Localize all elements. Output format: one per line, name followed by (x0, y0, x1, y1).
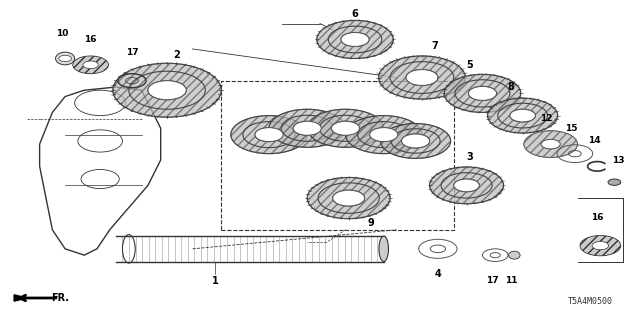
Circle shape (381, 124, 451, 158)
Circle shape (317, 20, 394, 59)
Text: 15: 15 (566, 124, 578, 133)
Circle shape (332, 121, 360, 135)
Circle shape (113, 63, 221, 117)
Circle shape (401, 134, 429, 148)
Text: T5A4M0500: T5A4M0500 (568, 297, 613, 306)
Ellipse shape (56, 52, 75, 65)
Circle shape (406, 69, 438, 85)
Circle shape (341, 32, 369, 46)
Text: 10: 10 (56, 28, 68, 38)
Circle shape (73, 56, 108, 74)
Circle shape (429, 167, 504, 204)
Circle shape (83, 61, 99, 69)
Circle shape (333, 190, 365, 206)
Ellipse shape (379, 236, 388, 261)
Text: 16: 16 (591, 212, 604, 222)
Circle shape (454, 179, 479, 192)
Text: 9: 9 (367, 219, 374, 228)
Circle shape (580, 236, 621, 256)
Circle shape (148, 81, 186, 100)
Circle shape (307, 109, 384, 147)
Circle shape (468, 86, 497, 100)
Circle shape (510, 109, 536, 122)
Circle shape (346, 116, 422, 154)
Text: 7: 7 (431, 41, 438, 51)
Circle shape (488, 98, 557, 133)
Circle shape (59, 55, 72, 62)
Circle shape (444, 74, 521, 112)
Circle shape (255, 128, 283, 142)
Circle shape (293, 121, 321, 135)
Text: 8: 8 (508, 82, 515, 92)
Circle shape (307, 178, 390, 219)
Text: 3: 3 (467, 152, 473, 162)
Circle shape (269, 109, 346, 147)
Circle shape (541, 140, 560, 149)
Text: 17: 17 (486, 276, 499, 285)
Circle shape (231, 116, 307, 154)
Text: 5: 5 (467, 60, 473, 70)
Circle shape (379, 56, 465, 99)
Circle shape (524, 131, 577, 157)
Text: 2: 2 (173, 50, 180, 60)
Text: 14: 14 (588, 136, 600, 146)
Text: 11: 11 (505, 276, 517, 285)
Polygon shape (14, 295, 27, 301)
Circle shape (608, 179, 621, 185)
Ellipse shape (509, 251, 520, 259)
Text: 6: 6 (351, 9, 358, 19)
Text: 16: 16 (84, 35, 97, 44)
Circle shape (592, 242, 609, 250)
Text: FR.: FR. (51, 293, 69, 303)
Text: 13: 13 (612, 156, 625, 164)
Circle shape (370, 128, 397, 142)
Text: 17: 17 (125, 48, 138, 57)
Text: 1: 1 (211, 276, 218, 285)
Text: 4: 4 (435, 269, 441, 279)
Text: 12: 12 (540, 114, 552, 123)
